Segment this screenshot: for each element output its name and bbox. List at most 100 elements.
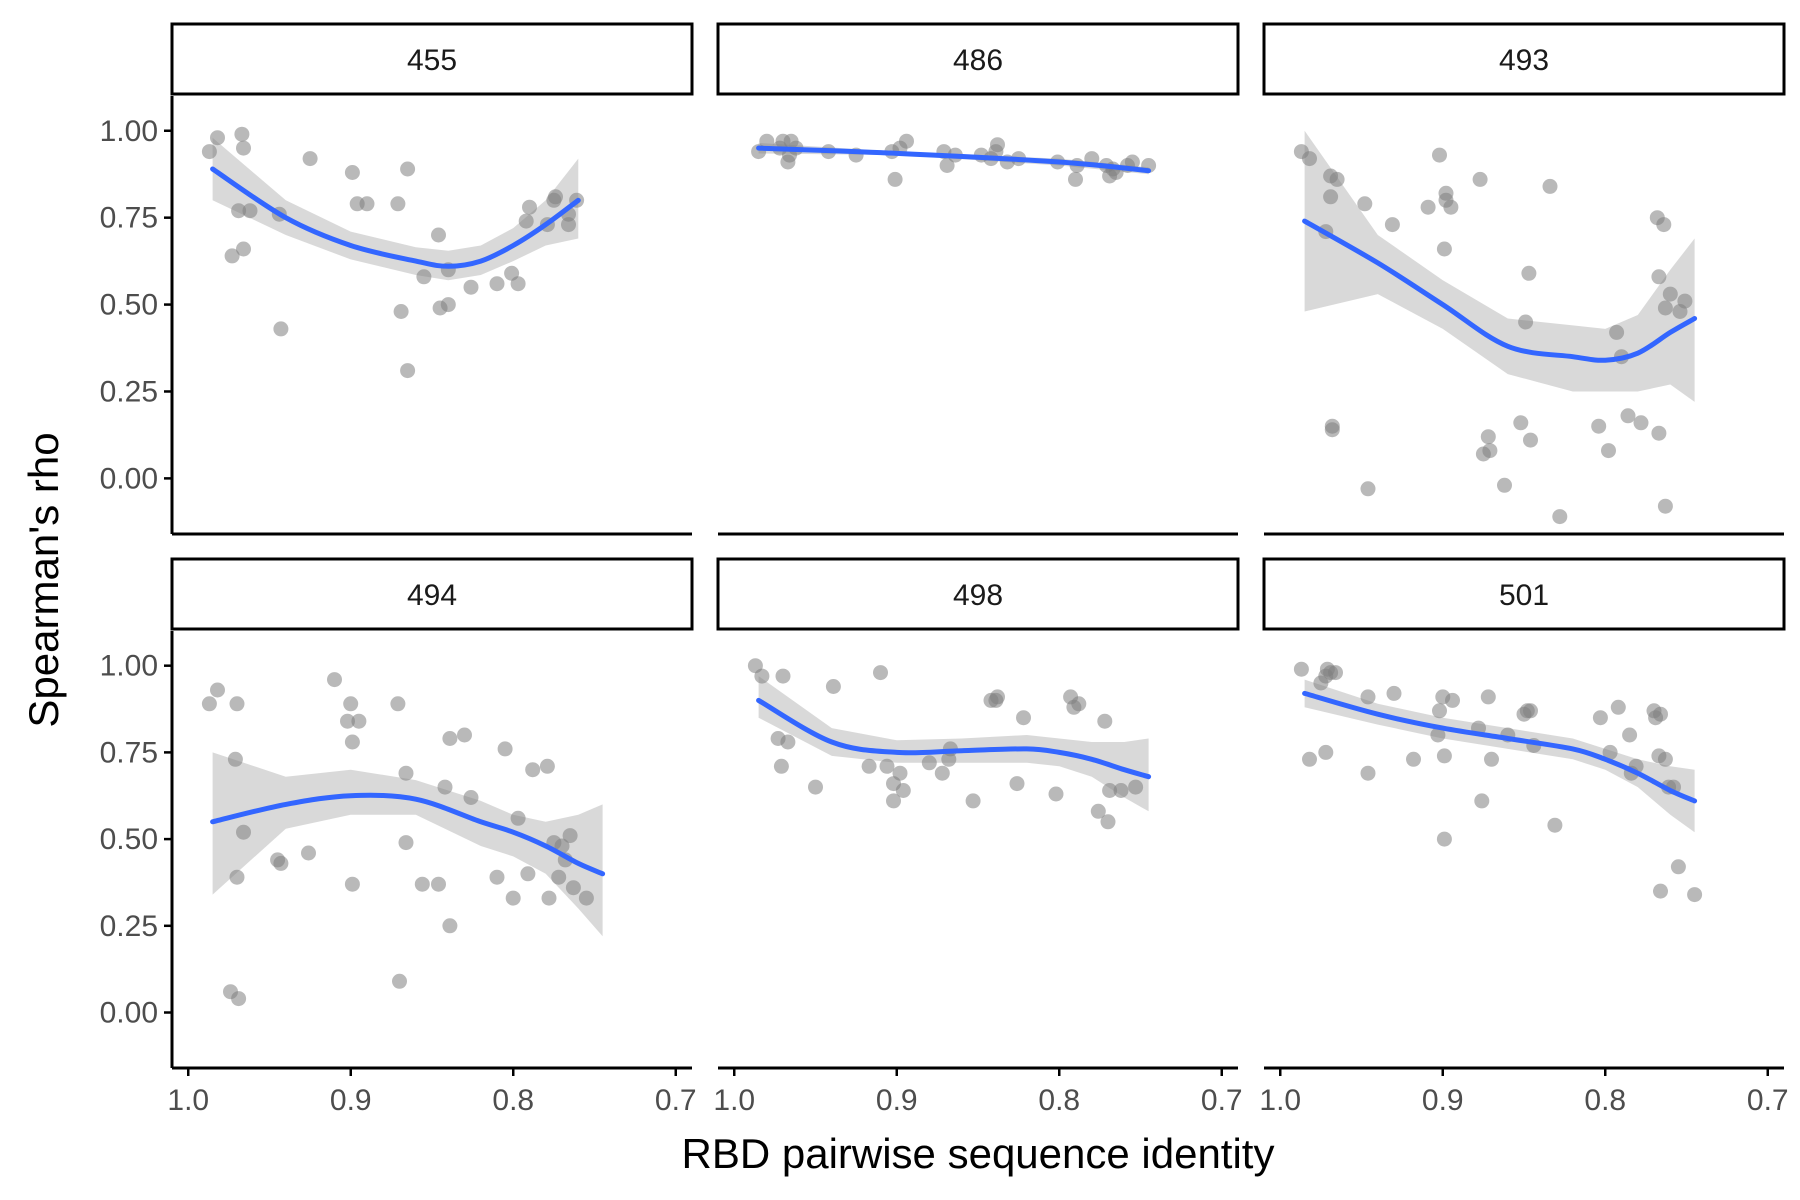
data-point	[1360, 481, 1376, 497]
data-point	[541, 890, 557, 906]
data-point	[759, 133, 775, 149]
data-point	[1653, 706, 1668, 722]
data-point	[463, 790, 479, 805]
data-point	[234, 126, 250, 142]
data-point	[522, 199, 537, 215]
data-point	[510, 276, 526, 292]
data-point	[1670, 859, 1686, 875]
data-point	[1323, 189, 1339, 205]
smooth-line	[756, 697, 1152, 780]
data-point	[921, 755, 937, 771]
data-point	[236, 824, 251, 840]
x-tick-label: 1.0	[713, 1084, 755, 1117]
data-point	[457, 727, 472, 743]
data-point	[1302, 751, 1317, 767]
data-point	[201, 696, 217, 712]
data-point	[551, 869, 567, 885]
data-point	[390, 696, 406, 712]
panel-486: 486	[716, 22, 1240, 536]
data-point	[1662, 286, 1678, 302]
data-point	[1480, 689, 1496, 705]
data-point	[431, 876, 446, 892]
data-point	[520, 866, 536, 882]
data-point	[892, 765, 908, 781]
y-tick-label: 0.50	[100, 823, 158, 856]
smooth-line	[1302, 690, 1698, 804]
facet-strip	[716, 22, 1240, 96]
data-point	[1657, 751, 1673, 767]
data-point	[548, 189, 563, 205]
data-point	[1653, 883, 1668, 899]
data-point	[1016, 710, 1031, 726]
data-point	[939, 158, 955, 173]
smooth-line	[756, 145, 1152, 174]
y-tick-label: 0.50	[100, 289, 158, 322]
data-point	[398, 835, 414, 851]
data-point	[1420, 199, 1436, 215]
data-point	[1124, 154, 1140, 170]
data-point	[1432, 147, 1447, 163]
data-point	[231, 203, 247, 219]
data-point	[236, 241, 251, 257]
data-point	[210, 130, 225, 146]
data-point	[1328, 665, 1343, 681]
x-tick-label: 0.8	[1038, 1084, 1080, 1117]
data-point	[1357, 196, 1373, 212]
data-point	[1547, 817, 1563, 833]
data-point	[879, 758, 895, 774]
y-tick-label: 0.25	[100, 910, 158, 943]
panel-493: 493	[1262, 22, 1786, 536]
facet-strip-label: 501	[1499, 579, 1549, 612]
data-point	[780, 734, 796, 750]
data-point	[773, 758, 789, 774]
data-point	[398, 765, 414, 781]
data-point	[1484, 751, 1499, 767]
smooth-line	[210, 166, 581, 269]
facet-strip	[1262, 557, 1786, 631]
data-point	[442, 731, 458, 746]
data-point	[392, 973, 407, 989]
data-point	[414, 876, 430, 892]
data-point	[990, 137, 1005, 153]
y-tick-label: 0.75	[100, 736, 158, 769]
data-point	[990, 689, 1005, 705]
data-point	[873, 665, 888, 681]
data-point	[229, 696, 245, 712]
facet-strip-label: 493	[1499, 44, 1549, 77]
data-point	[229, 869, 245, 885]
confidence-ribbon	[1304, 130, 1695, 402]
data-point	[1609, 324, 1625, 340]
data-point	[754, 668, 770, 684]
data-point	[431, 227, 446, 243]
data-point	[273, 855, 289, 871]
data-point	[351, 713, 367, 729]
data-point	[1482, 443, 1498, 459]
data-point	[442, 918, 458, 934]
x-tick-label: 0.7	[1201, 1084, 1243, 1117]
facet-strip-label: 498	[953, 579, 1003, 612]
data-point	[1591, 418, 1607, 434]
data-point	[1386, 685, 1402, 701]
data-point	[861, 758, 877, 774]
data-point	[578, 890, 594, 906]
data-point	[273, 321, 289, 337]
data-point	[895, 783, 911, 798]
x-tick-label: 0.7	[655, 1084, 697, 1117]
x-tick-label: 1.0	[167, 1084, 209, 1117]
data-point	[1521, 265, 1537, 281]
data-point	[1657, 300, 1673, 316]
data-point	[562, 828, 578, 844]
data-point	[343, 696, 359, 712]
data-point	[344, 165, 360, 180]
panel-498: 498 1.0 0.9 0.8 0.7	[713, 557, 1243, 1117]
facet-strip	[170, 22, 694, 96]
data-point	[1633, 415, 1649, 431]
data-point	[201, 144, 217, 160]
data-point	[1677, 293, 1693, 309]
data-point	[1293, 661, 1309, 677]
facet-strip-label: 455	[407, 44, 457, 77]
data-point	[301, 845, 316, 861]
data-point	[1048, 786, 1064, 802]
data-point	[236, 140, 251, 156]
